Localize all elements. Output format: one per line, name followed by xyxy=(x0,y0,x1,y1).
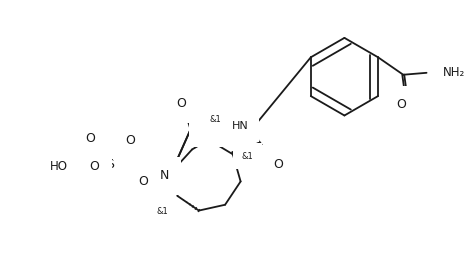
Text: S: S xyxy=(106,158,114,170)
Text: O: O xyxy=(177,97,186,110)
Text: O: O xyxy=(397,98,406,111)
Text: N: N xyxy=(159,169,169,182)
Text: HO: HO xyxy=(50,160,68,173)
Text: &1: &1 xyxy=(210,115,221,124)
Text: HN: HN xyxy=(232,121,248,131)
Text: O: O xyxy=(85,132,95,145)
Text: NH₂: NH₂ xyxy=(443,66,465,79)
Text: &1: &1 xyxy=(156,207,168,216)
Text: O: O xyxy=(274,158,283,170)
Text: O: O xyxy=(89,160,99,173)
Polygon shape xyxy=(232,143,259,156)
Text: &1: &1 xyxy=(241,152,254,161)
Text: O: O xyxy=(139,175,149,188)
Text: O: O xyxy=(125,134,135,147)
Text: N: N xyxy=(202,122,212,135)
